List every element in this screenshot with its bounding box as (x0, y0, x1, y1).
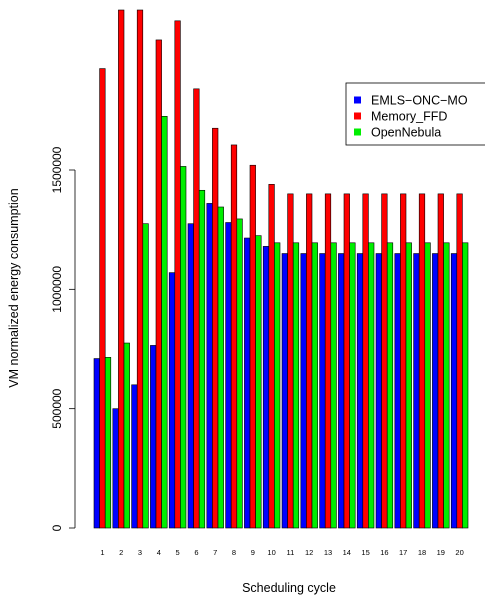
x-tick-label: 12 (305, 548, 313, 557)
bar-emls-onc-mo-cycle-5 (168, 272, 176, 529)
bar-emls-onc-mo-cycle-11 (281, 253, 288, 529)
bar-opennebula-cycle-2 (123, 342, 130, 529)
x-tick-label: 15 (361, 548, 369, 557)
x-tick-label: 10 (267, 548, 275, 557)
x-tick-label: 1 (100, 548, 104, 557)
bar-opennebula-cycle-5 (180, 166, 187, 529)
bar-emls-onc-mo-cycle-15 (356, 253, 364, 529)
bar-memory-ffd-cycle-10 (268, 184, 275, 529)
bar-opennebula-cycle-16 (386, 242, 394, 529)
bar-opennebula-cycle-19 (443, 242, 450, 529)
legend-swatch (354, 96, 361, 104)
bar-opennebula-cycle-7 (217, 206, 224, 529)
bar-memory-ffd-cycle-16 (381, 193, 388, 529)
bar-emls-onc-mo-cycle-20 (450, 253, 458, 529)
x-tick-label: 18 (418, 548, 426, 557)
bar-opennebula-cycle-14 (349, 242, 356, 529)
y-tick-label: 1000000 (50, 266, 64, 313)
y-tick-label: 500000 (50, 388, 64, 428)
bars-layer (93, 9, 469, 529)
x-tick-label: 17 (399, 548, 407, 557)
bar-opennebula-cycle-13 (330, 242, 337, 529)
bar-memory-ffd-cycle-7 (212, 127, 219, 529)
legend-label: Memory_FFD (371, 110, 447, 124)
bar-memory-ffd-cycle-20 (456, 193, 463, 529)
bar-memory-ffd-cycle-19 (437, 193, 444, 529)
bar-memory-ffd-cycle-3 (136, 9, 144, 529)
bar-emls-onc-mo-cycle-19 (432, 253, 439, 529)
bar-memory-ffd-cycle-1 (99, 68, 106, 529)
bar-memory-ffd-cycle-15 (362, 193, 369, 529)
bar-emls-onc-mo-cycle-1 (93, 358, 100, 529)
legend: EMLS−ONC−MO Memory_FFD OpenNebula (345, 82, 485, 146)
bar-opennebula-cycle-9 (255, 235, 262, 529)
x-tick-label: 11 (287, 548, 295, 557)
x-tick-label: 20 (455, 548, 463, 557)
bar-emls-onc-mo-cycle-14 (338, 253, 345, 529)
bar-emls-onc-mo-cycle-3 (131, 384, 138, 529)
legend-label: EMLS−ONC−MO (371, 94, 468, 108)
bar-emls-onc-mo-cycle-13 (319, 253, 326, 529)
bar-emls-onc-mo-cycle-9 (244, 237, 251, 529)
bar-opennebula-cycle-3 (142, 223, 149, 529)
bar-emls-onc-mo-cycle-4 (150, 345, 157, 529)
bar-opennebula-cycle-18 (424, 242, 431, 529)
legend-swatch (354, 128, 361, 136)
bar-emls-onc-mo-cycle-7 (206, 203, 213, 529)
bar-emls-onc-mo-cycle-8 (225, 222, 232, 529)
legend-swatch (354, 112, 361, 120)
y-tick-label: 1500000 (50, 146, 64, 193)
x-tick-label: 3 (138, 548, 142, 557)
x-tick-label: 9 (251, 548, 255, 557)
bar-memory-ffd-cycle-6 (193, 88, 200, 529)
bar-emls-onc-mo-cycle-16 (375, 253, 382, 529)
x-tick-label: 7 (213, 548, 217, 557)
y-axis-title: VM normalized energy consumption (7, 188, 21, 387)
bar-opennebula-cycle-11 (292, 242, 300, 529)
bar-opennebula-cycle-4 (161, 116, 168, 529)
bar-emls-onc-mo-cycle-2 (112, 408, 119, 529)
x-tick-label: 16 (380, 548, 388, 557)
x-tick-label: 2 (119, 548, 123, 557)
bar-memory-ffd-cycle-18 (418, 193, 426, 529)
bar-memory-ffd-cycle-12 (306, 193, 313, 529)
x-tick-label: 5 (176, 548, 180, 557)
y-tick-label: 0 (50, 524, 64, 531)
bar-emls-onc-mo-cycle-17 (394, 253, 401, 529)
bar-memory-ffd-cycle-14 (343, 193, 350, 529)
bar-memory-ffd-cycle-4 (155, 39, 162, 529)
bar-memory-ffd-cycle-8 (230, 144, 238, 529)
bar-emls-onc-mo-cycle-6 (187, 223, 194, 529)
x-tick-label: 8 (232, 548, 236, 557)
x-tick-label: 4 (157, 548, 161, 557)
bar-opennebula-cycle-15 (368, 242, 375, 529)
bar-memory-ffd-cycle-11 (287, 193, 294, 529)
bar-opennebula-cycle-20 (462, 242, 469, 529)
x-tick-label: 13 (324, 548, 332, 557)
bar-emls-onc-mo-cycle-18 (413, 253, 420, 529)
legend-box (345, 82, 485, 146)
x-axis-title: Scheduling cycle (242, 581, 336, 595)
bar-memory-ffd-cycle-2 (118, 9, 125, 529)
x-tick-label: 14 (343, 548, 351, 557)
bar-emls-onc-mo-cycle-12 (300, 253, 307, 529)
bar-opennebula-cycle-17 (405, 242, 412, 529)
x-tick-label: 6 (194, 548, 198, 557)
bar-opennebula-cycle-1 (104, 357, 112, 529)
bar-opennebula-cycle-6 (198, 189, 206, 529)
bar-opennebula-cycle-12 (311, 242, 318, 529)
bar-opennebula-cycle-10 (274, 242, 281, 529)
bar-memory-ffd-cycle-13 (324, 193, 332, 529)
bar-memory-ffd-cycle-9 (249, 164, 256, 529)
axes-layer: 1 2 3 4 5 6 7 8 9 10 11 12 13 14 15 16 17 18 19 20050000010… (50, 146, 464, 557)
bar-memory-ffd-cycle-17 (400, 193, 407, 529)
x-tick-label: 19 (437, 548, 445, 557)
bar-emls-onc-mo-cycle-10 (262, 246, 270, 529)
legend-label: OpenNebula (371, 126, 441, 140)
bar-memory-ffd-cycle-5 (174, 20, 181, 529)
bar-opennebula-cycle-8 (236, 218, 243, 529)
